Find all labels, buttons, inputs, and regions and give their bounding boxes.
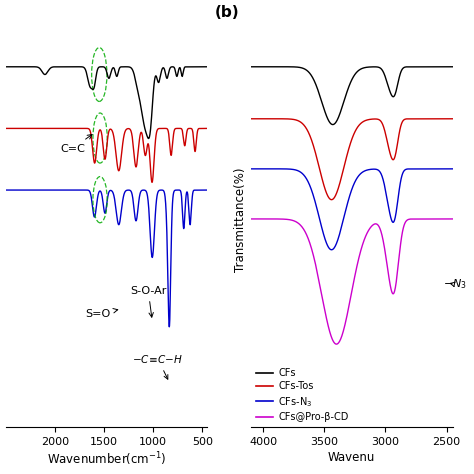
Legend: CFs, CFs-Tos, CFs-N$_3$, CFs@Pro-β-CD: CFs, CFs-Tos, CFs-N$_3$, CFs@Pro-β-CD: [255, 368, 348, 422]
Text: S-O-Ar: S-O-Ar: [130, 286, 166, 317]
Y-axis label: Transmittance(%): Transmittance(%): [234, 168, 246, 272]
X-axis label: Wavenumber(cm$^{-1}$): Wavenumber(cm$^{-1}$): [47, 451, 166, 468]
Text: $-C\!\equiv\!C\!-\!H$: $-C\!\equiv\!C\!-\!H$: [132, 354, 184, 379]
Text: (b): (b): [215, 5, 239, 19]
Text: S=O: S=O: [85, 309, 118, 319]
Text: C=C: C=C: [60, 135, 92, 154]
Text: $-N_3$: $-N_3$: [443, 278, 467, 292]
X-axis label: Wavenu: Wavenu: [328, 451, 375, 464]
